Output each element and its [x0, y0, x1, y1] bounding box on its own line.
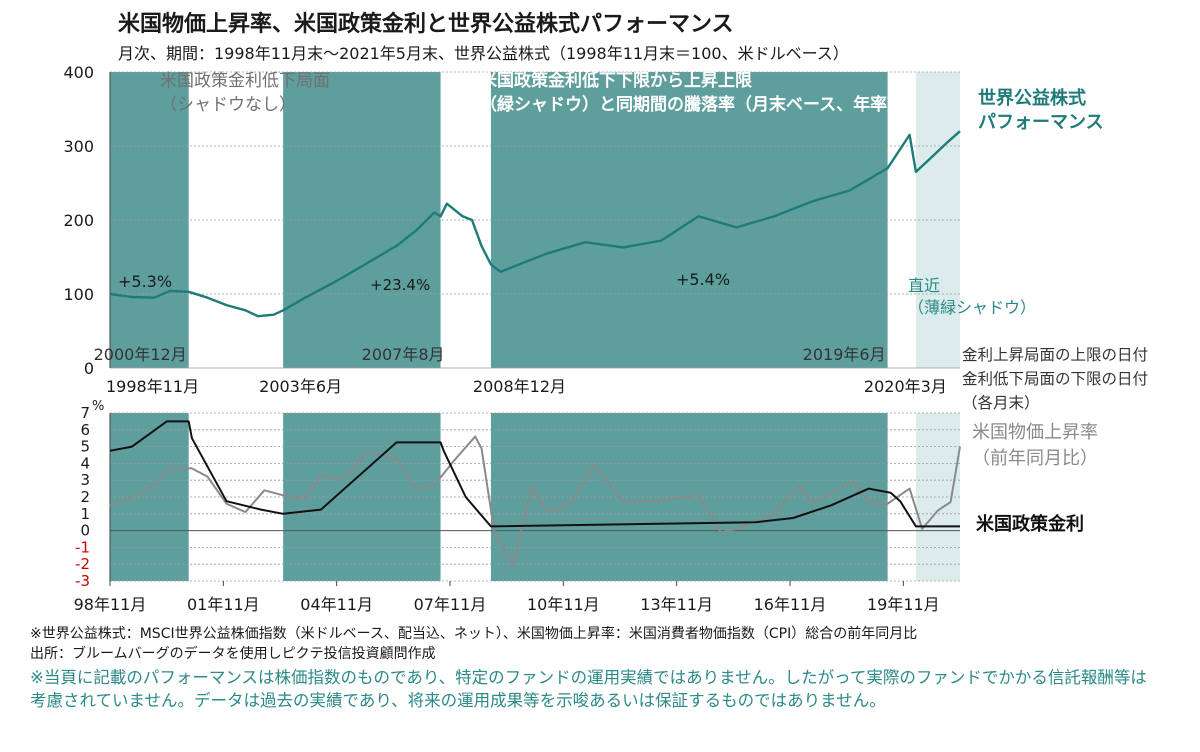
date-explanation: 金利上昇局面の上限の日付 [962, 346, 1148, 364]
series-line-cpi [109, 435, 961, 567]
footnotes: ※世界公益株式：MSCI世界公益株価指数（米ドルベース、配当込、ネット）、米国物… [30, 624, 917, 664]
y-tick-label-bottom: 1 [80, 505, 90, 523]
annotation-no-shade: （シャドウなし） [160, 95, 296, 115]
y-tick-label-top: 0 [84, 359, 94, 378]
y-tick-label-top: 200 [63, 211, 94, 230]
footnote-source: 出所：ブルームバーグのデータを使用しピクテ投信投資顧問作成 [30, 646, 436, 662]
y-tick-label-bottom: 3 [80, 471, 90, 489]
x-tick-label-bottom: 13年11月 [640, 595, 713, 614]
chart-subtitle: 月次、期間：1998年11月末～2021年5月末、世界公益株式（1998年11月… [118, 44, 849, 63]
date-label-2008-12: 2008年12月 [473, 377, 566, 396]
series-line-equity [109, 130, 961, 318]
date-label-2020-03: 2020年3月 [864, 377, 947, 396]
shade-band-1-bottom [110, 413, 189, 581]
annotation-green-shade: （緑シャドウ）と同期間の騰落率（月末ベース、年率） [480, 94, 904, 115]
date-explanation: 金利低下局面の下限の日付 [962, 370, 1148, 388]
y-tick-label-top: 300 [63, 137, 94, 156]
x-tick-label-bottom: 98年11月 [74, 595, 147, 614]
y-tick-label-bottom: 6 [80, 421, 90, 439]
y-tick-label-top: 400 [63, 63, 94, 82]
y-unit-label: % [92, 399, 104, 414]
date-explanation: （各月末） [962, 394, 1040, 412]
x-tick-label-bottom: 10年11月 [527, 595, 600, 614]
footnote-source-index: ※世界公益株式：MSCI世界公益株価指数（米ドルベース、配当込、ネット）、米国物… [30, 626, 918, 642]
x-tick-label-bottom: 04年11月 [300, 595, 373, 614]
x-tick-label-bottom: 07年11月 [414, 595, 487, 614]
legend-cpi: 米国物価上昇率 [972, 422, 1098, 443]
return-label-3: +5.4% [676, 270, 730, 289]
x-tick-label-bottom: 19年11月 [867, 595, 940, 614]
legend-policy-rate: 米国政策金利 [976, 513, 1084, 535]
shade-band-3-top [490, 72, 888, 368]
series-line-policy-rate [109, 420, 960, 528]
date-label-2000-12: 2000年12月 [94, 345, 187, 364]
y-tick-label-bottom: 2 [80, 488, 90, 506]
legend-cpi: （前年同月比） [972, 448, 1098, 469]
disclaimer-text: ※当頁に記載のパフォーマンスは株価指数のものであり、特定のファンドの運用実績では… [30, 668, 1147, 710]
y-tick-label-top: 100 [63, 285, 94, 304]
legend-equity: パフォーマンス [978, 112, 1104, 133]
y-tick-label-bottom: 7 [80, 404, 90, 422]
annotation-recent: 直近 [908, 276, 940, 295]
date-label-2019-06: 2019年6月 [803, 345, 886, 364]
shade-band-1-top [110, 72, 189, 368]
y-tick-label-bottom: -2 [75, 555, 90, 573]
y-tick-label-bottom: 0 [80, 522, 90, 540]
return-label-1: +5.3% [118, 272, 172, 291]
date-label-1998-11: 1998年11月 [106, 377, 199, 396]
y-tick-label-bottom: 4 [80, 454, 90, 472]
x-tick-label-bottom: 01年11月 [187, 595, 260, 614]
x-tick-label-bottom: 16年11月 [754, 595, 827, 614]
chart-title: 米国物価上昇率、米国政策金利と世界公益株式パフォーマンス [118, 12, 734, 37]
y-tick-label-bottom: -3 [75, 572, 90, 590]
annotation-no-shade: 米国政策金利低下局面 [160, 71, 330, 91]
date-label-2003-06: 2003年6月 [259, 377, 342, 396]
return-label-2: +23.4% [370, 276, 430, 294]
y-tick-label-bottom: -1 [75, 538, 90, 556]
y-tick-label-bottom: 5 [80, 438, 90, 456]
annotation-green-shade: 米国政策金利低下下限から上昇上限 [480, 70, 752, 91]
date-label-2007-08: 2007年8月 [362, 345, 445, 364]
legend-equity: 世界公益株式 [978, 87, 1086, 109]
annotation-recent: （薄緑シャドウ） [908, 298, 1036, 317]
